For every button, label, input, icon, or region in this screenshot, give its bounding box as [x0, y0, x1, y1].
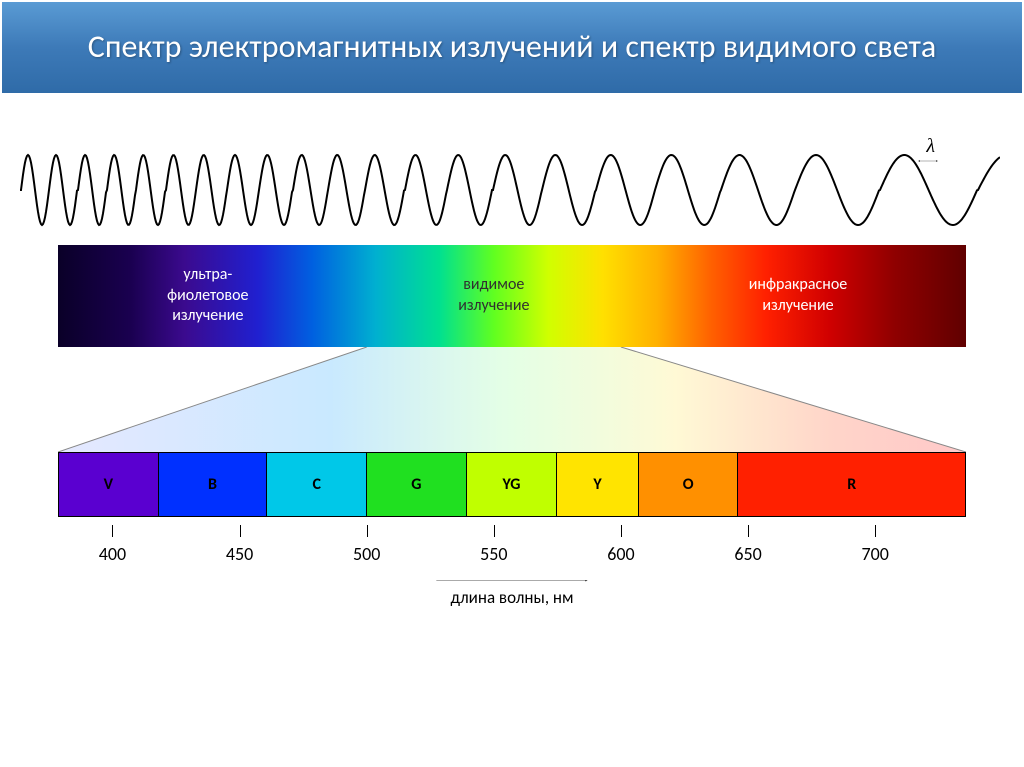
color-segment-o: O: [639, 453, 739, 516]
spectrum-region: инфракрасноеизлучение: [630, 245, 966, 347]
axis-tick-label: 500: [353, 543, 380, 565]
page-title: Спектр электромагнитных излучений и спек…: [88, 28, 936, 66]
wavelength-axis: 400 450 500 550 600 650 700 длина волны, нм: [58, 525, 966, 605]
spectrum-main-bar: ультра-фиолетовоеизлучениевидимоеизлучен…: [58, 245, 966, 347]
axis-tick-label: 600: [607, 543, 634, 565]
axis-tick: [112, 525, 113, 537]
lambda-symbol: λ: [926, 135, 935, 158]
axis-tick-label: 450: [226, 543, 253, 565]
spectrum-region: ультра-фиолетовоеизлучение: [58, 245, 358, 347]
color-segment-v: V: [59, 453, 159, 516]
visible-spectrum-bar: VBCGYGYOR: [58, 452, 966, 517]
color-segment-yg: YG: [467, 453, 558, 516]
axis-tick-label: 650: [734, 543, 761, 565]
spectrum-region: видимоеизлучение: [358, 245, 630, 347]
color-segment-b: B: [159, 453, 268, 516]
lambda-arrow: [878, 160, 978, 162]
axis-arrow: [58, 580, 966, 582]
color-segment-r: R: [738, 453, 965, 516]
axis-tick: [367, 525, 368, 537]
color-segment-g: G: [367, 453, 467, 516]
axis-tick: [748, 525, 749, 537]
axis-tick: [621, 525, 622, 537]
axis-tick-label: 700: [862, 543, 889, 565]
zoom-expansion: [58, 347, 966, 452]
axis-tick: [494, 525, 495, 537]
title-bar: Спектр электромагнитных излучений и спек…: [0, 0, 1024, 95]
wave-path: [20, 155, 1000, 225]
axis-tick-label: 550: [480, 543, 507, 565]
color-segment-y: Y: [557, 453, 639, 516]
axis-tick: [240, 525, 241, 537]
axis-tick-label: 400: [99, 543, 126, 565]
zoom-trapezoid: [58, 347, 966, 452]
axis-label: длина волны, нм: [451, 587, 574, 608]
color-segment-c: C: [267, 453, 367, 516]
wave-diagram: λ: [20, 125, 1000, 235]
axis-tick: [875, 525, 876, 537]
diagram-content: λ ультра-фиолетовоеизлучениевидимоеизлуч…: [0, 95, 1024, 767]
